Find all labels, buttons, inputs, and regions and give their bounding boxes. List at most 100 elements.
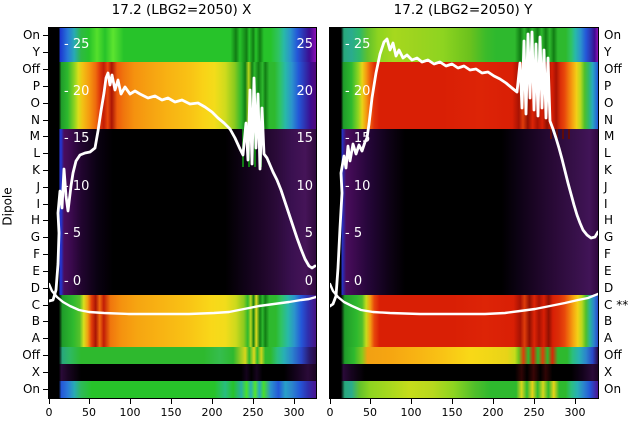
row-label-right-p: P xyxy=(604,78,612,93)
row-label-left-on: On xyxy=(22,28,40,43)
x-axis-tick-label: 100 xyxy=(400,406,422,419)
row-label-left-a: A xyxy=(31,331,40,346)
left-panel-title: 17.2 (LBG2=2050) X xyxy=(111,2,252,18)
heatmap-band-0 xyxy=(330,28,598,62)
row-label-left-f: F xyxy=(33,247,40,262)
row-tick xyxy=(43,271,48,272)
row-tick xyxy=(43,35,48,36)
row-label-right-e: E xyxy=(604,263,612,278)
row-label-right-o: O xyxy=(604,95,614,110)
x-axis-tick-label: 250 xyxy=(242,406,264,419)
row-label-left-o: O xyxy=(30,95,40,110)
inner-scale-label-right: 10 xyxy=(296,179,313,194)
inner-scale-label-left: - 20 xyxy=(345,84,371,99)
heatmap-band-5 xyxy=(49,364,316,381)
row-tick xyxy=(43,86,48,87)
row-tick xyxy=(43,153,48,154)
row-label-right-off: Off xyxy=(604,347,622,362)
row-label-right-g: G xyxy=(604,230,614,245)
row-tick xyxy=(43,237,48,238)
heatmap-band-2 xyxy=(330,129,598,295)
x-axis-tick xyxy=(411,399,412,404)
inner-scale-label-left: - 10 xyxy=(64,179,90,194)
x-axis-tick-label: 200 xyxy=(482,406,504,419)
row-label-right-j: J xyxy=(604,179,608,194)
row-tick xyxy=(43,389,48,390)
x-axis-tick-label: 0 xyxy=(326,406,334,419)
x-axis-tick xyxy=(575,399,576,404)
x-axis-tick xyxy=(452,399,453,404)
row-label-right-h: H xyxy=(604,213,614,228)
row-tick xyxy=(43,187,48,188)
inner-scale-label-left: - 0 xyxy=(64,274,82,289)
row-tick xyxy=(43,204,48,205)
row-label-left-e: E xyxy=(32,263,40,278)
row-label-right-d: D xyxy=(604,280,614,295)
row-label-left-j: J xyxy=(36,179,40,194)
x-axis-tick-label: 50 xyxy=(363,406,377,419)
row-label-right-on: On xyxy=(604,381,622,396)
baseline-signal-trace xyxy=(330,282,598,316)
row-label-right-b: B xyxy=(604,314,613,329)
row-label-left-y: Y xyxy=(32,45,40,60)
row-label-left-off: Off xyxy=(22,347,40,362)
x-axis-tick-label: 100 xyxy=(119,406,141,419)
heatmap-panel-x: - 25 - 20 - 15 - 10 - 5 - 0 25 20 15 10 5 0 xyxy=(48,27,317,399)
x-axis-tick-label: 150 xyxy=(160,406,182,419)
row-label-left-l: L xyxy=(33,146,40,161)
heatmap-panel-y: - 25 - 20 - 15 - 10 - 5 - 0 xyxy=(329,27,599,399)
inner-scale-label-left: - 25 xyxy=(64,37,90,52)
row-label-left-h: H xyxy=(30,213,40,228)
trace-overlay-svg xyxy=(330,30,598,316)
heatmap-band-3 xyxy=(330,295,598,347)
x-axis-tick-label: 0 xyxy=(45,406,53,419)
x-axis-tick xyxy=(493,399,494,404)
row-tick xyxy=(43,103,48,104)
x-axis-tick-label: 50 xyxy=(82,406,96,419)
x-axis-tick-label: 300 xyxy=(564,406,586,419)
row-label-left-p: P xyxy=(32,78,40,93)
x-axis-tick xyxy=(171,399,172,404)
heatmap-band-5 xyxy=(330,364,598,381)
x-axis-tick xyxy=(370,399,371,404)
inner-scale-label-left: - 5 xyxy=(64,226,82,241)
row-tick xyxy=(43,305,48,306)
row-label-left-c: C xyxy=(31,297,40,312)
inner-scale-label-right: 20 xyxy=(296,84,313,99)
heatmap-band-1 xyxy=(49,62,316,129)
main-signal-trace xyxy=(49,71,316,303)
row-tick xyxy=(43,321,48,322)
row-label-right-k: K xyxy=(604,162,612,177)
row-label-right-l: L xyxy=(604,146,611,161)
row-label-left-b: B xyxy=(31,314,40,329)
inner-scale-label-left: - 5 xyxy=(345,226,363,241)
row-label-left-g: G xyxy=(30,230,40,245)
right-panel-title: 17.2 (LBG2=2050) Y xyxy=(393,2,533,18)
row-tick xyxy=(43,220,48,221)
row-label-left-d: D xyxy=(30,280,40,295)
row-label-left-i: I xyxy=(36,196,40,211)
row-label-right-i: I xyxy=(604,196,608,211)
row-label-left-m: M xyxy=(29,129,40,144)
x-axis-tick xyxy=(534,399,535,404)
row-label-right-f: F xyxy=(604,247,611,262)
row-tick xyxy=(43,120,48,121)
row-tick xyxy=(43,136,48,137)
x-axis-tick xyxy=(212,399,213,404)
row-label-left-n: N xyxy=(31,112,40,127)
row-tick xyxy=(43,288,48,289)
x-axis-tick-label: 250 xyxy=(523,406,545,419)
row-tick xyxy=(43,372,48,373)
row-label-right-on: On xyxy=(604,28,622,43)
row-tick xyxy=(43,52,48,53)
inner-scale-label-left: - 10 xyxy=(345,179,371,194)
row-label-right-off: Off xyxy=(604,62,622,77)
row-tick xyxy=(43,338,48,339)
heatmap-band-6 xyxy=(49,381,316,398)
row-tick xyxy=(43,170,48,171)
heatmap-band-4 xyxy=(330,347,598,364)
row-label-left-x: X xyxy=(31,364,40,379)
inner-scale-label-right: 0 xyxy=(304,274,313,289)
x-axis-tick xyxy=(89,399,90,404)
row-label-right-n: N xyxy=(604,112,613,127)
